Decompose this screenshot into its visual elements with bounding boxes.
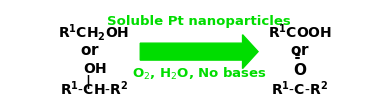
Text: $\mathbf{OH}$: $\mathbf{OH}$: [83, 62, 107, 76]
Text: $\mathbf{O}$: $\mathbf{O}$: [293, 62, 307, 78]
Text: $\mathbf{R^1CH_2OH}$: $\mathbf{R^1CH_2OH}$: [58, 22, 129, 43]
Text: $\mathbf{or}$: $\mathbf{or}$: [290, 44, 310, 58]
Text: $\mathbf{R^1\text{-}C\text{-}R^2}$: $\mathbf{R^1\text{-}C\text{-}R^2}$: [271, 79, 328, 98]
Text: $\mathbf{R^1COOH}$: $\mathbf{R^1COOH}$: [268, 22, 332, 41]
Text: Soluble Pt nanoparticles: Soluble Pt nanoparticles: [107, 15, 291, 28]
Text: O$_2$, H$_2$O, No bases: O$_2$, H$_2$O, No bases: [132, 66, 266, 82]
Text: $\mathbf{|}$: $\mathbf{|}$: [85, 73, 90, 91]
Polygon shape: [140, 35, 258, 69]
Text: $\mathbf{or}$: $\mathbf{or}$: [80, 44, 100, 58]
Text: $\mathbf{R^1\text{-}CH\text{-}R^2}$: $\mathbf{R^1\text{-}CH\text{-}R^2}$: [59, 79, 128, 98]
